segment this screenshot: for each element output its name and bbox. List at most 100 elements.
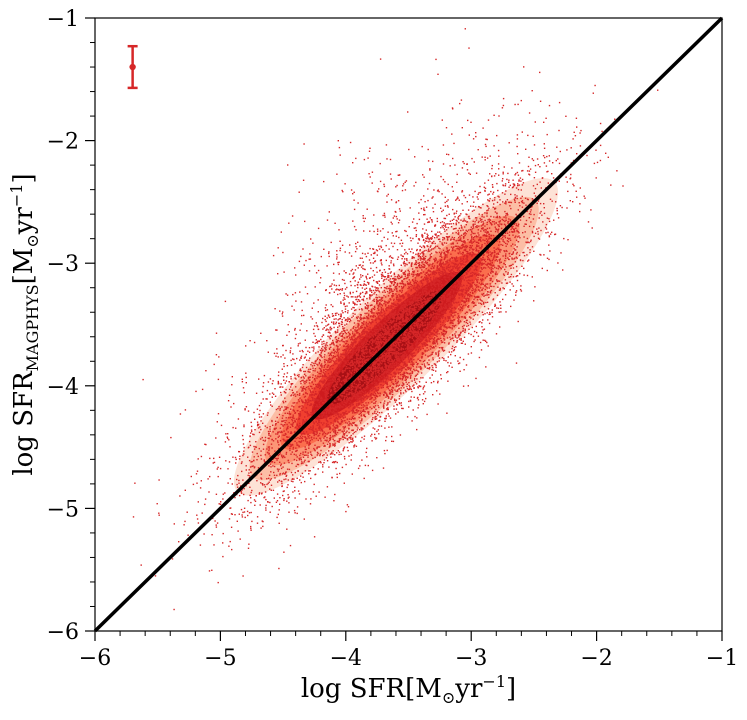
scatter-point <box>405 321 407 323</box>
scatter-point <box>353 334 355 336</box>
scatter-point <box>442 315 445 318</box>
scatter-point <box>364 369 366 371</box>
scatter-point <box>316 424 318 426</box>
scatter-point <box>411 360 413 363</box>
scatter-point <box>403 260 405 263</box>
scatter-point <box>438 310 440 313</box>
scatter-point <box>406 316 409 319</box>
scatter-point <box>438 269 440 271</box>
scatter-point <box>519 177 522 179</box>
scatter-point <box>398 402 401 404</box>
scatter-point <box>196 470 199 472</box>
scatter-point <box>498 225 500 228</box>
scatter-point <box>364 303 367 305</box>
scatter-point <box>500 311 502 313</box>
scatter-point <box>451 262 453 264</box>
scatter-point <box>286 334 288 336</box>
scatter-point <box>348 335 350 337</box>
scatter-point <box>452 190 454 192</box>
scatter-point <box>178 541 180 543</box>
scatter-point <box>413 396 415 398</box>
scatter-point <box>391 310 393 312</box>
scatter-point <box>395 288 398 290</box>
scatter-point <box>356 316 358 319</box>
scatter-point <box>440 255 442 257</box>
scatter-point <box>527 241 529 243</box>
scatter-point <box>400 295 402 298</box>
scatter-point <box>299 380 302 383</box>
scatter-point <box>445 261 447 263</box>
scatter-point <box>472 232 475 235</box>
scatter-point <box>214 520 216 522</box>
scatter-point <box>426 238 428 240</box>
scatter-point <box>326 265 328 267</box>
scatter-point <box>294 430 296 433</box>
scatter-point <box>390 366 392 369</box>
scatter-point <box>382 336 385 338</box>
scatter-point <box>368 395 370 398</box>
scatter-point <box>328 466 330 468</box>
scatter-point <box>360 407 363 409</box>
scatter-point <box>283 551 285 553</box>
scatter-point <box>312 425 314 427</box>
scatter-point <box>386 382 388 384</box>
scatter-point <box>497 248 499 251</box>
scatter-point <box>444 205 447 207</box>
scatter-point <box>445 360 447 362</box>
scatter-point <box>405 331 407 334</box>
scatter-point <box>494 256 496 258</box>
scatter-point <box>358 333 361 335</box>
scatter-point <box>357 400 360 402</box>
scatter-point <box>454 250 456 252</box>
scatter-point <box>487 179 490 181</box>
scatter-point <box>322 349 324 351</box>
scatter-point <box>251 451 254 453</box>
scatter-point <box>282 402 285 404</box>
scatter-point <box>348 386 350 389</box>
scatter-point <box>373 230 375 233</box>
scatter-point <box>371 276 374 278</box>
scatter-point <box>312 369 314 372</box>
scatter-point <box>398 277 400 280</box>
scatter-point <box>290 416 292 418</box>
scatter-point <box>380 262 383 264</box>
scatter-point <box>238 513 240 515</box>
scatter-point <box>288 436 290 438</box>
scatter-point <box>283 365 285 368</box>
scatter-point <box>320 400 322 402</box>
scatter-point <box>428 323 430 325</box>
scatter-point <box>290 378 292 380</box>
scatter-point <box>388 372 391 374</box>
scatter-point <box>471 238 473 240</box>
scatter-point <box>356 411 358 414</box>
scatter-point <box>358 410 360 412</box>
scatter-point <box>343 279 345 281</box>
scatter-point <box>433 346 435 348</box>
scatter-point <box>415 374 417 376</box>
scatter-point <box>506 230 508 232</box>
scatter-point <box>423 363 425 365</box>
scatter-point <box>302 388 305 390</box>
scatter-point <box>447 269 450 271</box>
scatter-point <box>457 313 459 315</box>
scatter-point <box>373 341 375 343</box>
scatter-point <box>470 312 472 314</box>
scatter-point <box>533 250 535 252</box>
scatter-point <box>449 311 451 313</box>
scatter-point <box>440 265 443 267</box>
scatter-point <box>402 343 404 346</box>
scatter-point <box>385 439 387 442</box>
scatter-point <box>350 344 352 346</box>
scatter-point <box>269 401 271 403</box>
scatter-point <box>477 229 479 231</box>
scatter-point <box>494 292 496 294</box>
scatter-point <box>350 270 352 272</box>
scatter-point <box>321 398 323 400</box>
scatter-point <box>200 480 202 482</box>
scatter-point <box>479 302 482 305</box>
scatter-point <box>266 398 268 400</box>
scatter-point <box>396 329 399 331</box>
scatter-point <box>431 290 433 292</box>
scatter-point <box>360 414 363 416</box>
scatter-point <box>334 222 336 224</box>
